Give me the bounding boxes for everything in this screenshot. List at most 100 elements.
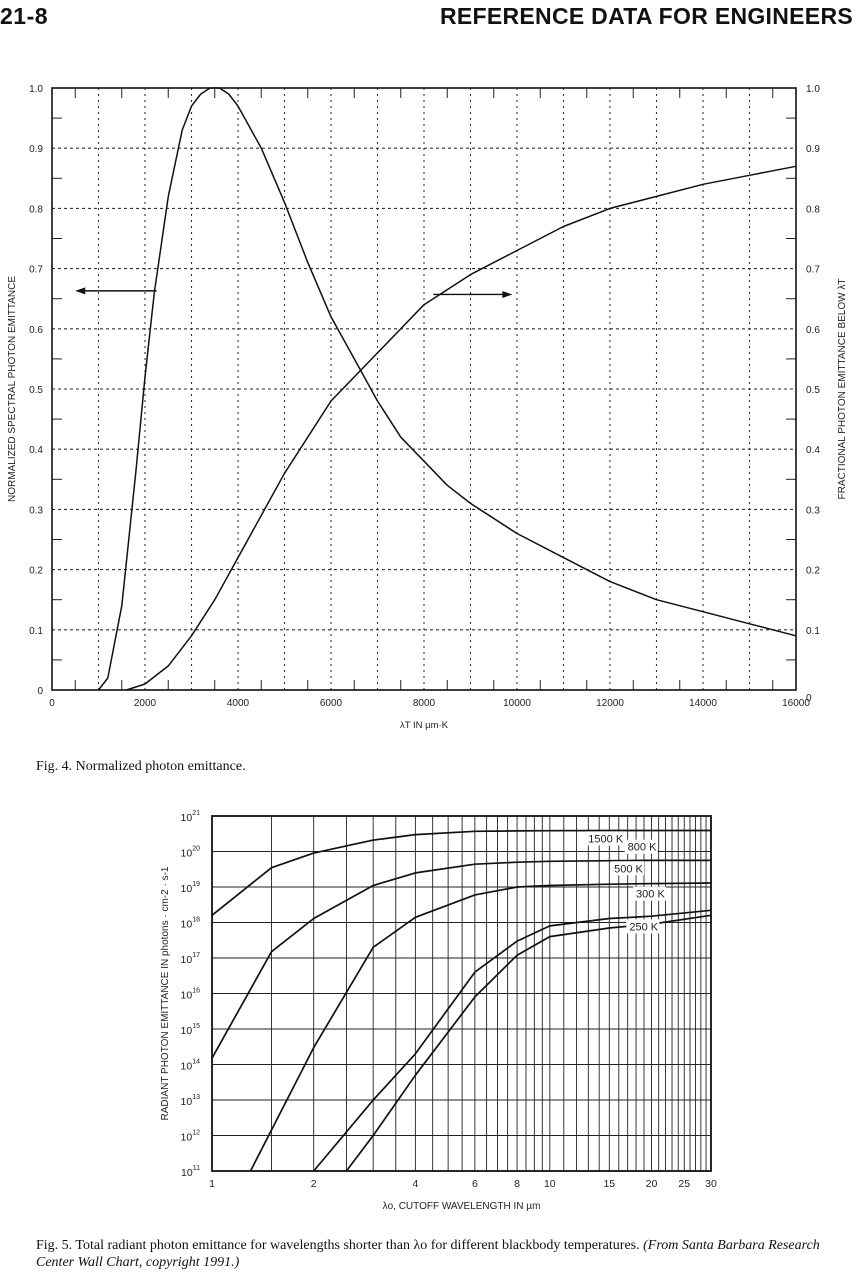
fig4-x-tick-label: 10000 [503, 698, 531, 709]
fig4-x-tick-label: 16000 [782, 698, 810, 709]
fig5-y-tick-exponent: 15 [192, 1023, 200, 1030]
fig5-curve-label: 800 K [628, 842, 657, 854]
fig4-plot-frame [51, 87, 797, 691]
fig5-y-tick-label: 1018 [181, 917, 201, 931]
fig5-y-tick-label: 1016 [181, 988, 201, 1002]
fig4-y-tick-label-left: 0.3 [29, 505, 43, 516]
fig5-x-tick-label: 6 [472, 1178, 478, 1190]
figure-4-caption: Fig. 4. Normalized photon emittance. [36, 759, 246, 774]
fig4-y-tick-label-left: 0.4 [29, 445, 43, 456]
fig5-y-axis-label: RADIANT PHOTON EMITTANCE IN photons · cm… [160, 866, 171, 1120]
fig4-y-tick-label-right: 0.5 [806, 385, 820, 396]
figure-5-chart: 1 2 4 6 8 10 15 20 25 301021102010191018101710161… [160, 810, 717, 1212]
fig4-left-axis-arrow-head [75, 287, 86, 295]
fig5-y-tick-base: 10 [181, 990, 193, 1002]
fig5-y-tick-label: 1011 [181, 1165, 200, 1179]
fig5-curve [313, 909, 712, 1172]
fig5-y-tick-exponent: 18 [192, 917, 200, 924]
fig5-curve-label-backing [633, 886, 667, 901]
fig5-plot-frame [211, 815, 712, 1172]
fig4-y-axis-label-left: NORMALIZED SPECTRAL PHOTON EMITTANCE [7, 276, 18, 502]
fig5-y-tick-label: 1014 [181, 1059, 201, 1073]
fig5-curve [211, 829, 711, 916]
fig5-x-tick-label: 8 [514, 1178, 520, 1190]
fig5-y-tick-exponent: 13 [192, 1094, 200, 1101]
fig4-y-tick-label-left: 0.7 [29, 265, 43, 276]
fig5-y-tick-label: 1013 [181, 1094, 201, 1108]
fig5-curve-label: 500 K [614, 863, 643, 875]
fig5-x-axis-label: λo, CUTOFF WAVELENGTH IN µm [383, 1201, 541, 1212]
fig4-y-tick-label-right: 0.4 [806, 445, 820, 456]
fig4-y-tick-label-right: 0 [806, 693, 812, 704]
fig4-y-tick-label-right: 0.8 [806, 204, 820, 215]
fig4-y-axis-label-right: FRACTIONAL PHOTON EMITTANCE BELOW λT [837, 279, 848, 500]
fig5-y-tick-base: 10 [181, 1025, 193, 1037]
page-number: 21-8 [0, 3, 49, 29]
fig5-y-tick-exponent: 11 [193, 1165, 200, 1172]
fig5-y-tick-label: 1017 [181, 952, 201, 966]
figure-5-caption-source: (From Santa Barbara Research Center Wall… [36, 1238, 820, 1270]
fig5-y-tick-base: 10 [181, 1096, 193, 1108]
fig5-y-tick-base: 10 [181, 954, 193, 966]
fig4-y-tick-label-left: 1.0 [29, 84, 43, 95]
fig5-x-tick-label: 2 [311, 1178, 317, 1190]
fig5-x-tick-label: 1 [209, 1178, 215, 1190]
fig4-y-tick-label-right: 0.3 [806, 505, 820, 516]
fig5-y-tick-base: 10 [181, 812, 193, 824]
fig5-y-tick-exponent: 19 [192, 881, 200, 888]
fig5-y-tick-exponent: 17 [192, 952, 200, 959]
fig4-grid [52, 88, 796, 690]
fig4-x-tick-label: 4000 [227, 698, 250, 709]
fig5-y-tick-base: 10 [181, 1167, 193, 1179]
fig5-x-tick-label: 25 [678, 1178, 690, 1190]
fig4-y-tick-label-right: 0.9 [806, 144, 820, 155]
fig5-y-tick-label: 1021 [181, 810, 201, 824]
fig5-x-tick-label: 4 [412, 1178, 418, 1190]
running-head: REFERENCE DATA FOR ENGINEERS [439, 3, 853, 29]
fig5-curve-label: 300 K [636, 889, 665, 901]
fig4-y-tick-label-left: 0.5 [29, 385, 43, 396]
fig5-x-tick-label: 30 [705, 1178, 717, 1190]
fig4-x-tick-label: 8000 [413, 698, 436, 709]
fig4-x-tick-label: 6000 [320, 698, 343, 709]
figure-5-caption-main: Fig. 5. Total radiant photon emittance f… [36, 1238, 644, 1253]
fig5-y-tick-base: 10 [181, 919, 193, 931]
fig5-y-tick-label: 1019 [181, 881, 201, 895]
fig4-curve-fractional [126, 165, 797, 691]
fig5-y-tick-label: 1020 [181, 846, 201, 860]
fig4-y-tick-label-left: 0 [37, 686, 43, 697]
fig4-y-tick-label-right: 0.7 [806, 265, 820, 276]
fig5-y-tick-exponent: 21 [192, 810, 200, 817]
fig5-grid [212, 816, 711, 1171]
fig4-x-tick-label: 0 [49, 698, 55, 709]
fig5-curve [345, 914, 712, 1172]
fig4-x-tick-label: 14000 [689, 698, 717, 709]
fig5-curve [249, 882, 712, 1172]
fig5-y-tick-base: 10 [181, 883, 193, 895]
fig5-y-tick-base: 10 [181, 848, 193, 860]
fig4-y-tick-label-right: 0.1 [806, 626, 820, 637]
fig5-curve-label-backing [611, 861, 645, 876]
fig5-curve-label-backing [585, 831, 625, 846]
fig5-y-tick-exponent: 20 [192, 846, 200, 853]
fig5-y-tick-exponent: 14 [192, 1059, 200, 1066]
fig4-y-tick-label-left: 0.6 [29, 325, 43, 336]
fig5-x-tick-label: 15 [603, 1178, 615, 1190]
fig4-y-tick-label-left: 0.1 [29, 626, 43, 637]
fig5-y-tick-base: 10 [181, 1132, 193, 1144]
fig4-x-tick-label: 2000 [134, 698, 157, 709]
fig5-y-tick-exponent: 12 [192, 1130, 200, 1137]
fig4-y-tick-label-left: 0.2 [29, 566, 43, 577]
fig5-x-tick-label: 10 [544, 1178, 556, 1190]
fig4-y-tick-label-left: 0.8 [29, 204, 43, 215]
fig4-y-tick-label-right: 1.0 [806, 84, 820, 95]
fig4-y-tick-label-left: 0.9 [29, 144, 43, 155]
fig4-y-tick-label-right: 0.6 [806, 325, 820, 336]
fig5-curve-label-backing [624, 839, 658, 854]
fig5-y-tick-exponent: 16 [192, 988, 200, 995]
fig4-y-tick-label-right: 0.2 [806, 566, 820, 577]
fig5-x-tick-label: 20 [646, 1178, 658, 1190]
fig5-y-tick-base: 10 [181, 1061, 193, 1073]
fig5-y-tick-label: 1015 [181, 1023, 201, 1037]
fig4-x-axis-label: λT IN µm·K [400, 720, 449, 731]
